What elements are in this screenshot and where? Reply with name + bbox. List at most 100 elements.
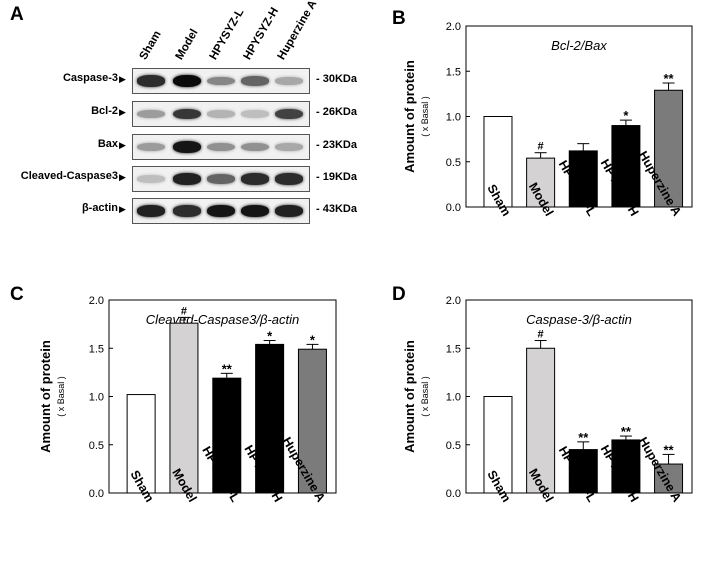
- y-axis-sublabel: ( x Basal ): [56, 376, 66, 417]
- blot-protein-label: Caspase-3: [62, 72, 118, 84]
- blot-band: [241, 173, 269, 185]
- chart-title: Bcl-2/Bax: [551, 38, 607, 53]
- blot-band: [137, 75, 165, 87]
- blot-protein-label: β-actin: [81, 202, 118, 214]
- blot-band: [173, 173, 201, 185]
- y-tick-label: 2.0: [446, 295, 461, 307]
- significance-mark: #: [181, 305, 187, 317]
- blot-protein-label: Bcl-2: [91, 105, 118, 117]
- blot-band: [173, 75, 201, 87]
- blot-arrow-icon: ▶: [119, 140, 126, 150]
- blot-strip: [132, 198, 310, 224]
- blot-protein-label: Bax: [97, 138, 118, 150]
- y-axis-label: Amount of protein: [38, 340, 53, 453]
- y-tick-label: 0.0: [89, 488, 104, 500]
- y-tick-label: 0.5: [446, 157, 461, 169]
- blot-size-label: - 26KDa: [316, 106, 357, 118]
- y-tick-label: 1.0: [446, 392, 461, 404]
- bar: [568, 449, 598, 494]
- y-tick-label: 2.0: [89, 295, 104, 307]
- panel-letter-a: A: [10, 4, 24, 25]
- blot-strip: [132, 134, 310, 160]
- significance-mark: #: [538, 141, 544, 153]
- bar: [483, 116, 513, 208]
- significance-mark: **: [663, 442, 674, 457]
- blot-band: [173, 108, 201, 120]
- significance-mark: *: [267, 329, 273, 344]
- y-axis-label-group: Amount of protein( x Basal ): [38, 340, 66, 453]
- blot-band: [275, 143, 303, 151]
- y-tick-label: 0.0: [446, 488, 461, 500]
- blot-arrow-icon: ▶: [119, 172, 126, 182]
- blot-band: [275, 108, 303, 120]
- bar: [483, 396, 513, 494]
- y-tick-label: 2.0: [446, 21, 461, 33]
- blot-size-label: - 43KDa: [316, 203, 357, 215]
- y-axis-label: Amount of protein: [402, 60, 417, 173]
- y-tick-label: 1.0: [446, 112, 461, 124]
- bar: [297, 348, 327, 494]
- bar: [526, 347, 556, 494]
- blot-size-label: - 19KDa: [316, 171, 357, 183]
- blot-band: [207, 174, 235, 184]
- blot-band: [207, 76, 235, 86]
- blot-band: [275, 77, 303, 85]
- y-axis-label-group: Amount of protein( x Basal ): [402, 60, 430, 173]
- blot-strip: [132, 166, 310, 192]
- blot-band: [137, 205, 165, 217]
- panel-letter-b: B: [392, 8, 406, 29]
- blot-band: [241, 142, 269, 152]
- blot-strip: [132, 101, 310, 127]
- chart-title: Caspase-3/β-actin: [526, 312, 632, 327]
- panel-letter-d: D: [392, 284, 406, 305]
- blot-band: [275, 173, 303, 185]
- y-tick-label: 0.5: [89, 440, 104, 452]
- blot-band: [137, 109, 165, 119]
- blot-band: [173, 205, 201, 217]
- y-tick-label: 1.5: [446, 66, 461, 78]
- blot-arrow-icon: ▶: [119, 74, 126, 84]
- significance-mark: *: [310, 332, 316, 347]
- y-axis-sublabel: ( x Basal ): [420, 96, 430, 137]
- blot-arrow-icon: ▶: [119, 107, 126, 117]
- bar: [526, 157, 556, 208]
- blot-strip: [132, 68, 310, 94]
- blot-band: [137, 175, 165, 183]
- bar: [169, 322, 199, 494]
- blot-band: [207, 205, 235, 217]
- bar: [611, 439, 641, 494]
- y-axis-label: Amount of protein: [402, 340, 417, 453]
- blot-band: [207, 110, 235, 118]
- y-tick-label: 0.5: [446, 440, 461, 452]
- blot-band: [241, 110, 269, 118]
- significance-mark: #: [538, 329, 544, 341]
- blot-band: [241, 76, 269, 86]
- significance-mark: **: [222, 361, 233, 376]
- y-tick-label: 0.0: [446, 202, 461, 214]
- blot-protein-label: Cleaved-Caspase3: [20, 170, 118, 182]
- bar: [126, 394, 156, 494]
- y-tick-label: 1.5: [446, 343, 461, 355]
- y-tick-label: 1.0: [89, 392, 104, 404]
- y-axis-sublabel: ( x Basal ): [420, 376, 430, 417]
- panel-letter-c: C: [10, 284, 24, 305]
- bar: [611, 125, 641, 208]
- bar: [654, 463, 684, 494]
- significance-mark: **: [621, 424, 632, 439]
- blot-band: [207, 142, 235, 152]
- blot-band: [137, 142, 165, 152]
- blot-band: [173, 141, 201, 153]
- y-axis-label-group: Amount of protein( x Basal ): [402, 340, 430, 453]
- blot-arrow-icon: ▶: [119, 204, 126, 214]
- significance-mark: *: [623, 108, 629, 123]
- blot-band: [241, 205, 269, 217]
- bar: [212, 377, 242, 494]
- blot-size-label: - 30KDa: [316, 73, 357, 85]
- significance-mark: **: [663, 71, 674, 86]
- blot-size-label: - 23KDa: [316, 139, 357, 151]
- blot-band: [275, 205, 303, 217]
- y-tick-label: 1.5: [89, 343, 104, 355]
